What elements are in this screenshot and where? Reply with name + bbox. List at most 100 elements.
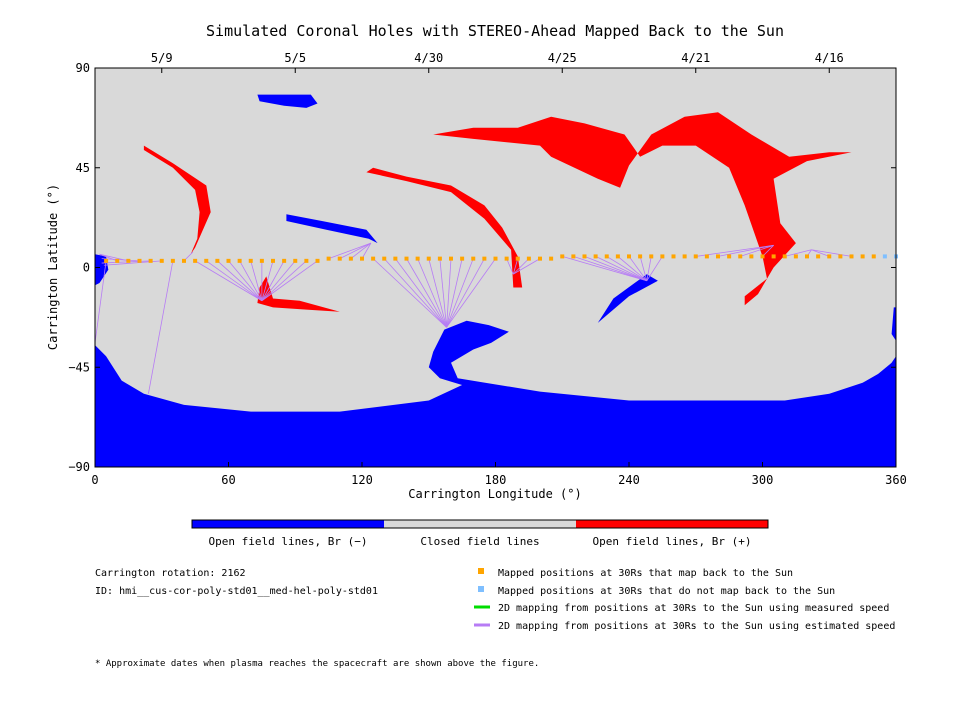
mapping-line-19 [261, 260, 318, 302]
mapping-line-48 [646, 256, 652, 281]
mapping-line-29 [428, 258, 447, 328]
top-date-label-0: 5/9 [151, 51, 173, 65]
y-axis-ticks: −90 −45 0 45 90 [68, 61, 896, 474]
x-axis-label: Carrington Longitude (°) [408, 487, 581, 501]
mapped-point-33 [471, 256, 476, 261]
mapped-point-3 [137, 258, 142, 263]
mapped-point-1 [115, 258, 120, 263]
mapped-point-18 [304, 258, 309, 263]
mapping-line-11 [228, 260, 263, 302]
mapped-point-65 [827, 254, 832, 259]
mapping-line-43 [595, 256, 647, 282]
mapping-line-16 [261, 260, 285, 301]
mapping-line-35 [446, 258, 496, 328]
mapped-point-4 [148, 258, 153, 263]
region-south-blue-hole [95, 320, 896, 467]
mapping-line-28 [417, 258, 447, 328]
mapped-point-9 [204, 258, 209, 263]
mapped-point-14 [259, 258, 264, 263]
mapping-line-44 [606, 256, 648, 282]
mapping-line-33 [446, 258, 474, 328]
unmapped-point-0 [882, 254, 887, 259]
mapping-line-26 [395, 258, 447, 328]
mapping-line-27 [406, 258, 447, 328]
mapping-line-15 [261, 260, 274, 301]
mapping-lines [94, 242, 852, 394]
mapped-point-15 [271, 258, 275, 263]
mapped-point-59 [760, 254, 765, 259]
mapping-line-57 [811, 249, 852, 257]
mapping-line-36 [506, 258, 514, 275]
coronal-hole-regions [95, 94, 896, 467]
colorbar-label-positive: Open field lines, Br (+) [593, 535, 752, 548]
region-north-blue-band [286, 214, 378, 244]
mapping-line-56 [811, 249, 830, 257]
mapped-point-37 [515, 256, 520, 261]
y-tick-label-90: 90 [76, 61, 90, 75]
mapped-point-16 [282, 258, 287, 263]
mapped-point-30 [437, 256, 442, 261]
mapping-line-41 [573, 256, 647, 282]
x-tick-label-240: 240 [618, 473, 640, 487]
footnote: * Approximate dates when plasma reaches … [95, 659, 539, 669]
legend-label-mapped: Mapped positions at 30Rs that map back t… [498, 568, 793, 579]
mapped-point-69 [871, 254, 876, 259]
mapped-point-52 [682, 254, 687, 259]
mapping-line-49 [646, 256, 663, 282]
mapped-point-48 [638, 254, 643, 259]
mapped-point-11 [226, 258, 231, 263]
mapping-line-10 [217, 260, 263, 302]
mapping-line-34 [446, 258, 485, 328]
mapping-line-23 [361, 242, 372, 259]
mapping-line-42 [584, 256, 647, 282]
x-tick-label-360: 360 [885, 473, 907, 487]
mapping-line-22 [350, 242, 372, 259]
mapped-point-61 [782, 254, 787, 259]
region-left-red-arm [143, 145, 211, 255]
run-id: ID: hmi__cus-cor-poly-std01__med-hel-pol… [95, 586, 378, 597]
mapped-point-6 [170, 258, 175, 263]
mapped-point-45 [604, 254, 609, 259]
mapped-point-28 [415, 256, 420, 261]
region-north-red-arc [433, 112, 852, 306]
mapped-point-53 [693, 254, 698, 259]
mapping-line-24 [372, 258, 447, 328]
mapped-point-10 [215, 258, 220, 263]
mapping-line-32 [446, 258, 463, 328]
legend: Mapped positions at 30Rs that map back t… [474, 568, 895, 632]
mapped-point-38 [526, 256, 531, 261]
mapped-point-49 [649, 254, 654, 259]
mapping-line-38 [513, 258, 530, 275]
mapped-point-39 [538, 256, 542, 261]
mapped-point-31 [449, 256, 453, 261]
mapping-line-39 [513, 258, 541, 275]
mapping-line-8 [194, 260, 263, 302]
mapped-point-46 [615, 254, 620, 259]
colorbar-label-negative: Open field lines, Br (−) [209, 535, 368, 548]
mapping-line-20 [328, 242, 372, 260]
mapped-point-35 [493, 256, 498, 261]
y-tick-label-0: 0 [83, 261, 90, 275]
colorbar-label-closed: Closed field lines [420, 535, 539, 548]
mapping-line-46 [628, 256, 648, 282]
mapping-line-25 [383, 258, 447, 328]
x-tick-label-120: 120 [351, 473, 373, 487]
mapped-point-55 [716, 254, 720, 259]
mapping-line-6 [148, 260, 174, 394]
carrington-rotation: Carrington rotation: 2162 [95, 568, 246, 579]
x-tick-label-0: 0 [91, 473, 98, 487]
mapped-point-62 [793, 254, 798, 259]
mapped-point-5 [159, 258, 164, 263]
mapped-point-67 [849, 254, 854, 259]
mapped-point-66 [838, 254, 843, 259]
x-tick-label-180: 180 [485, 473, 507, 487]
mapped-point-68 [860, 254, 865, 259]
mapped-point-17 [293, 258, 298, 263]
mapped-point-42 [571, 254, 576, 259]
colorbar-negative [192, 520, 384, 528]
top-date-label-3: 4/25 [548, 51, 577, 65]
mapping-line-45 [617, 256, 648, 282]
x-tick-label-300: 300 [752, 473, 774, 487]
mapped-point-64 [816, 254, 821, 259]
mapping-line-40 [562, 256, 647, 282]
